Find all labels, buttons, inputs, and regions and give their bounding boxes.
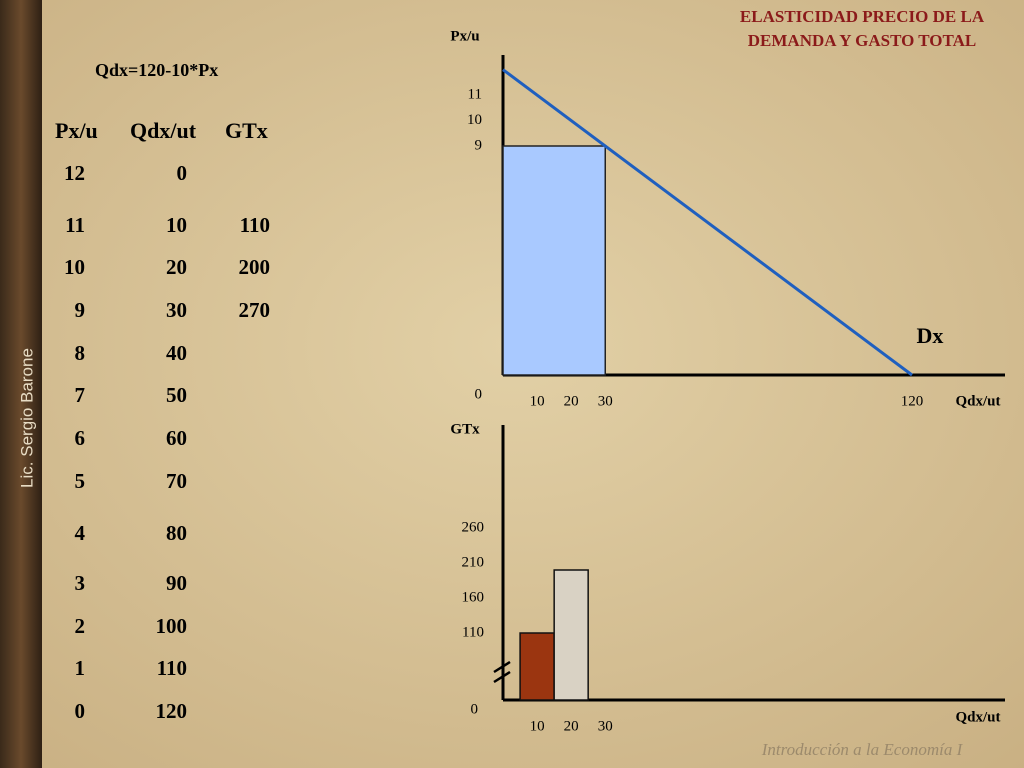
y-tick-label: 210 xyxy=(462,554,485,570)
footer: Introducción a la Economía I xyxy=(761,740,964,759)
x-tick-label: 10 xyxy=(530,718,545,734)
y-tick-label: 0 xyxy=(475,386,483,402)
x-axis-label: Qdx/ut xyxy=(955,709,1000,725)
table-header: Px/u xyxy=(55,118,98,143)
table-cell: 50 xyxy=(166,383,187,407)
bar xyxy=(519,632,555,701)
table-cell: 5 xyxy=(75,469,86,493)
x-tick-label: 20 xyxy=(564,718,579,734)
title: ELASTICIDAD PRECIO DE LA xyxy=(740,7,985,26)
y-tick-label: 10 xyxy=(467,112,482,128)
table-cell: 110 xyxy=(157,656,187,680)
table-cell: 80 xyxy=(166,521,187,545)
table-header: GTx xyxy=(225,118,268,143)
table-header: Qdx/ut xyxy=(130,118,197,143)
title: DEMANDA Y GASTO TOTAL xyxy=(748,31,976,50)
author: Lic. Sergio Barone xyxy=(17,348,36,488)
y-axis-label: Px/u xyxy=(450,28,479,44)
x-tick-label: 30 xyxy=(598,393,613,409)
table-cell: 7 xyxy=(75,383,86,407)
table-cell: 20 xyxy=(166,255,187,279)
y-tick-label: 9 xyxy=(475,137,483,153)
table-cell: 60 xyxy=(166,426,187,450)
table-cell: 100 xyxy=(156,614,188,638)
equation: Qdx=120-10*Px xyxy=(95,60,218,80)
spending-area xyxy=(502,145,606,376)
table-cell: 11 xyxy=(65,213,85,237)
x-tick-label: 20 xyxy=(564,393,579,409)
y-axis-label: GTx xyxy=(450,421,480,437)
table-cell: 8 xyxy=(75,341,86,365)
curve-label: Dx xyxy=(917,323,944,348)
table-cell: 9 xyxy=(75,298,86,322)
y-tick-label: 0 xyxy=(471,701,479,717)
x-axis-label: Qdx/ut xyxy=(955,393,1000,409)
table-cell: 200 xyxy=(239,255,271,279)
side-strip xyxy=(0,0,42,768)
y-tick-label: 160 xyxy=(462,589,485,605)
table-cell: 2 xyxy=(75,614,86,638)
table-cell: 3 xyxy=(75,571,86,595)
x-tick-label: 120 xyxy=(901,393,924,409)
table-cell: 12 xyxy=(64,161,85,185)
table-cell: 10 xyxy=(64,255,85,279)
table-cell: 10 xyxy=(166,213,187,237)
bar xyxy=(553,569,589,701)
y-tick-label: 260 xyxy=(462,519,485,535)
table-cell: 90 xyxy=(166,571,187,595)
y-tick-label: 110 xyxy=(462,624,484,640)
table-cell: 270 xyxy=(239,298,271,322)
axis-break xyxy=(493,660,511,684)
table-cell: 0 xyxy=(75,699,86,723)
table-cell: 4 xyxy=(75,521,86,545)
table-cell: 6 xyxy=(75,426,86,450)
demand-curve xyxy=(502,68,913,377)
x-tick-label: 30 xyxy=(598,718,613,734)
table-cell: 110 xyxy=(240,213,270,237)
table-cell: 120 xyxy=(156,699,188,723)
table-cell: 30 xyxy=(166,298,187,322)
table-cell: 0 xyxy=(177,161,188,185)
x-tick-label: 10 xyxy=(530,393,545,409)
table-cell: 1 xyxy=(75,656,86,680)
table-cell: 40 xyxy=(166,341,187,365)
y-tick-label: 11 xyxy=(468,87,482,103)
table-cell: 70 xyxy=(166,469,187,493)
